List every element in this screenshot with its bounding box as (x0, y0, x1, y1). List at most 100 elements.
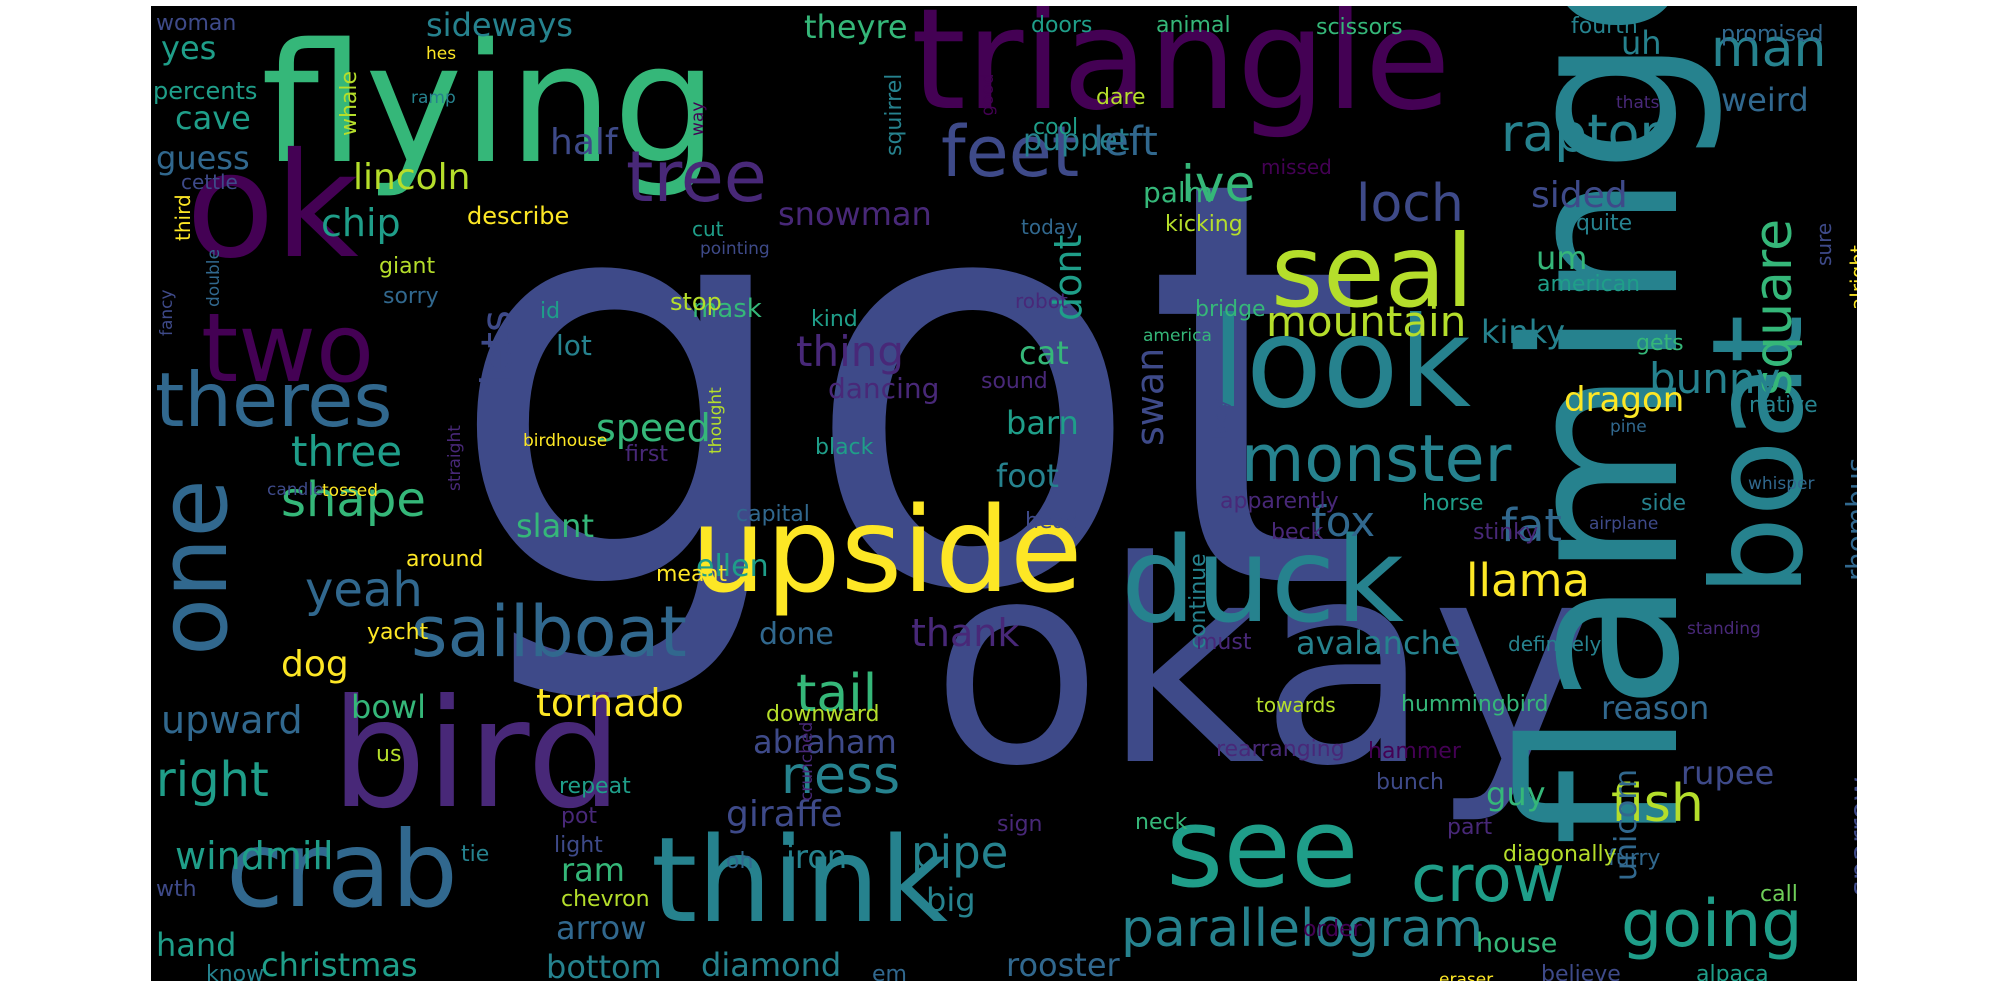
word-sailboat: sailboat (411, 591, 687, 673)
word-rupee: rupee (1681, 754, 1774, 792)
word-promised: promised (1721, 22, 1824, 47)
word-kind: kind (811, 307, 858, 332)
word-arrow: arrow (556, 909, 646, 947)
word-rooster: rooster (1006, 946, 1121, 981)
word-think: think (651, 811, 948, 949)
word-chip: chip (321, 201, 401, 245)
word-loch: loch (1356, 174, 1464, 234)
word-boat: boat (1686, 315, 1831, 596)
word-wth: wth (156, 877, 197, 902)
word-doors: doors (1031, 13, 1092, 38)
word-apparently: apparently (1220, 489, 1339, 514)
word-abraham: abraham (753, 723, 897, 761)
word-fat: fat (1501, 499, 1562, 552)
word-rearranging: rearranging (1216, 737, 1345, 762)
word-order: order (1303, 917, 1363, 942)
word-iron: iron (786, 838, 847, 876)
word-squirrel: squirrel (882, 74, 907, 156)
word-pot: pot (561, 804, 597, 829)
word-alright: alright (1846, 245, 1857, 310)
word-dragon: dragon (1564, 380, 1684, 420)
word-cat: cat (1019, 334, 1069, 372)
word-definitely: definitely (1508, 632, 1602, 656)
word-must: must (1196, 630, 1252, 655)
word-good: good (978, 74, 998, 116)
word-dog: dog (281, 644, 349, 685)
word-bottom: bottom (546, 948, 662, 981)
word-ness: ness (781, 746, 900, 806)
word-crunched: crunched (797, 722, 817, 801)
word-lot: lot (556, 329, 592, 362)
word-palm: palm (1143, 176, 1213, 209)
word-yes: yes (161, 29, 216, 67)
word-double: double (204, 249, 224, 307)
word-barn: barn (1006, 404, 1079, 442)
word-repeat: repeat (559, 774, 631, 799)
word-hes: hes (426, 44, 456, 64)
word-kicking: kicking (1165, 212, 1243, 237)
word-us: us (376, 742, 401, 767)
word-speed: speed (596, 406, 711, 450)
word-flying: flying (261, 8, 718, 200)
word-look: look (1211, 291, 1472, 436)
word-third: third (171, 194, 195, 241)
word-beck: beck (1271, 520, 1324, 545)
word-one: one (151, 479, 249, 656)
word-sparrow: sparrow (1844, 777, 1857, 896)
word-em: em (872, 962, 907, 981)
word-hammer: hammer (1368, 739, 1462, 764)
word-unicorn: unicorn (1609, 769, 1644, 881)
word-cettle: cettle (181, 170, 238, 194)
word-mountain: mountain (1266, 297, 1466, 346)
word-tossed: tossed (322, 481, 378, 501)
word-america: america (1143, 326, 1212, 346)
word-dont: dont (1046, 235, 1090, 321)
word-diamond: diamond (701, 946, 841, 981)
word-towards: towards (1256, 693, 1336, 717)
word-gets: gets (1636, 331, 1684, 356)
word-black: black (815, 435, 874, 460)
word-tail: tail (796, 664, 877, 724)
word-candle: candle (267, 480, 324, 500)
word-slant: slant (516, 507, 594, 545)
word-duck: duck (1121, 511, 1404, 649)
word-ive: ive (1181, 155, 1255, 213)
word-cloud: got okay flamingo flying triangle ok bird boat l… (151, 6, 1857, 981)
word-yeah: yeah (305, 562, 423, 618)
word-sideways: sideways (426, 6, 573, 44)
word-straight: straight (445, 425, 465, 491)
word-woman: woman (156, 11, 236, 36)
word-okay: okay (931, 502, 1597, 828)
word-ram: ram (561, 851, 625, 889)
word-avalanche: avalanche (1296, 624, 1461, 662)
word-house: house (1476, 928, 1557, 959)
word-mask: mask (692, 294, 762, 324)
word-continue: continue (1186, 553, 1211, 649)
word-animal: animal (1156, 13, 1231, 38)
word-um: um (1536, 239, 1587, 277)
word-american: american (1537, 272, 1640, 297)
word-parallelogram: parallelogram (1121, 899, 1483, 959)
word-man: man (1711, 19, 1826, 79)
word-reason: reason (1601, 689, 1709, 727)
word-tree: tree (626, 136, 767, 218)
word-dancing: dancing (828, 372, 939, 405)
word-part: part (1447, 815, 1492, 840)
word-ellen: ellen (696, 549, 769, 584)
word-raptor: raptor (1501, 104, 1661, 164)
word-fish: fish (1611, 774, 1704, 834)
word-ramp: ramp (411, 88, 456, 108)
word-giraffe: giraffe (726, 794, 843, 835)
word-way: way (688, 102, 708, 136)
word-cool: cool (1033, 115, 1078, 140)
word-native: native (1749, 393, 1818, 418)
word-yacht: yacht (367, 620, 429, 645)
word-meant: meant (656, 562, 727, 587)
word-tie: tie (461, 842, 489, 867)
word-whale: whale (337, 71, 362, 136)
word-hummingbird: hummingbird (1401, 692, 1548, 717)
word-cave: cave (175, 99, 251, 137)
word-seal: seal (1271, 213, 1474, 330)
word-sound: sound (981, 369, 1048, 394)
word-feet: feet (941, 111, 1079, 193)
